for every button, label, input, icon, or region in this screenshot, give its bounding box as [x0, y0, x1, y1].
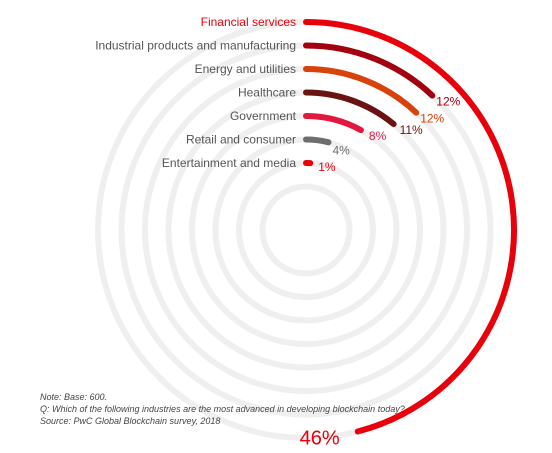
- value-label-industrial-products-and-manufacturing: 12%: [436, 95, 460, 109]
- value-label-energy-and-utilities: 12%: [420, 112, 444, 126]
- value-label-financial-services: 46%: [300, 428, 340, 450]
- category-label-financial-services: Financial services: [201, 15, 296, 29]
- bar-government: [303, 113, 364, 134]
- footnote-source: Source: PwC Global Blockchain survey, 20…: [40, 416, 221, 426]
- category-label-energy-and-utilities: Energy and utilities: [195, 62, 296, 76]
- footnote-base: Note: Base: 600.: [40, 392, 108, 402]
- value-label-retail-and-consumer: 4%: [333, 143, 351, 157]
- background-ring: [189, 113, 423, 347]
- bar-retail-and-consumer: [303, 136, 332, 146]
- category-label-entertainment-and-media: Entertainment and media: [162, 156, 296, 170]
- background-ring: [118, 42, 494, 418]
- footnote-question: Q: Which of the following industries are…: [40, 404, 405, 414]
- value-labels: 46%12%12%11%8%4%1%: [300, 95, 461, 450]
- value-label-government: 8%: [369, 129, 387, 143]
- bar-financial-services: [303, 19, 517, 435]
- chart-bars: [303, 19, 517, 435]
- bar-healthcare: [303, 89, 397, 128]
- value-label-healthcare: 11%: [400, 123, 423, 137]
- value-label-entertainment-and-media: 1%: [318, 160, 336, 174]
- bar-industrial-products-and-manufacturing: [303, 42, 436, 99]
- category-label-retail-and-consumer: Retail and consumer: [186, 133, 296, 147]
- bar-energy-and-utilities: [303, 66, 420, 116]
- category-label-government: Government: [230, 109, 297, 123]
- background-ring: [259, 183, 353, 277]
- category-label-healthcare: Healthcare: [238, 86, 296, 100]
- category-label-industrial-products-and-manufacturing: Industrial products and manufacturing: [95, 39, 296, 53]
- category-labels: Financial services Industrial products an…: [95, 15, 296, 170]
- background-ring: [236, 160, 376, 300]
